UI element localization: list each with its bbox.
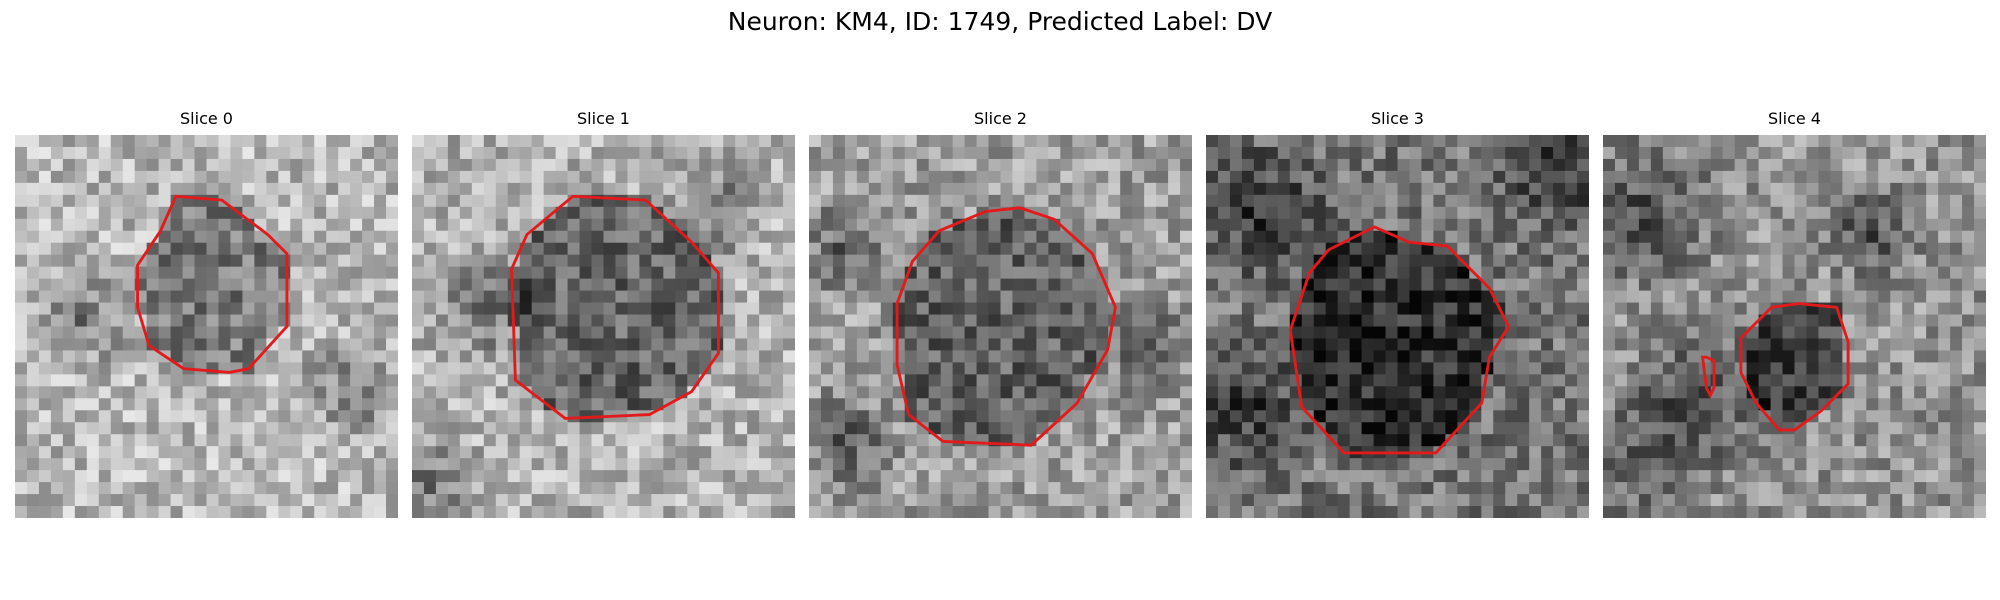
pixel-grid	[1603, 135, 1986, 518]
slice-image-svg	[15, 135, 398, 518]
slice-title: Slice 1	[577, 109, 630, 128]
slice-image	[1206, 135, 1589, 518]
slice-image-svg	[1206, 135, 1589, 518]
cell-contour	[895, 206, 1117, 447]
slice-title: Slice 2	[974, 109, 1027, 128]
slice-image-svg	[809, 135, 1192, 518]
slice-image	[809, 135, 1192, 518]
slice-image	[412, 135, 795, 518]
slice-image-svg	[1603, 135, 1986, 518]
cell-contour	[510, 194, 720, 420]
pixel-grid	[809, 135, 1192, 518]
slice-image	[1603, 135, 1986, 518]
pixel-grid	[15, 135, 398, 518]
slice-title: Slice 4	[1768, 109, 1821, 128]
slice-image	[15, 135, 398, 518]
cell-contour	[1739, 302, 1850, 432]
pixel-grid	[1206, 135, 1589, 518]
cell-contour	[136, 194, 289, 374]
slice-image-svg	[412, 135, 795, 518]
figure-title: Neuron: KM4, ID: 1749, Predicted Label: …	[727, 7, 1273, 36]
pixel-grid	[412, 135, 795, 518]
cell-contour-small	[1700, 355, 1716, 399]
cell-contour	[1288, 225, 1511, 455]
slice-title: Slice 3	[1371, 109, 1424, 128]
slice-title: Slice 0	[180, 109, 233, 128]
